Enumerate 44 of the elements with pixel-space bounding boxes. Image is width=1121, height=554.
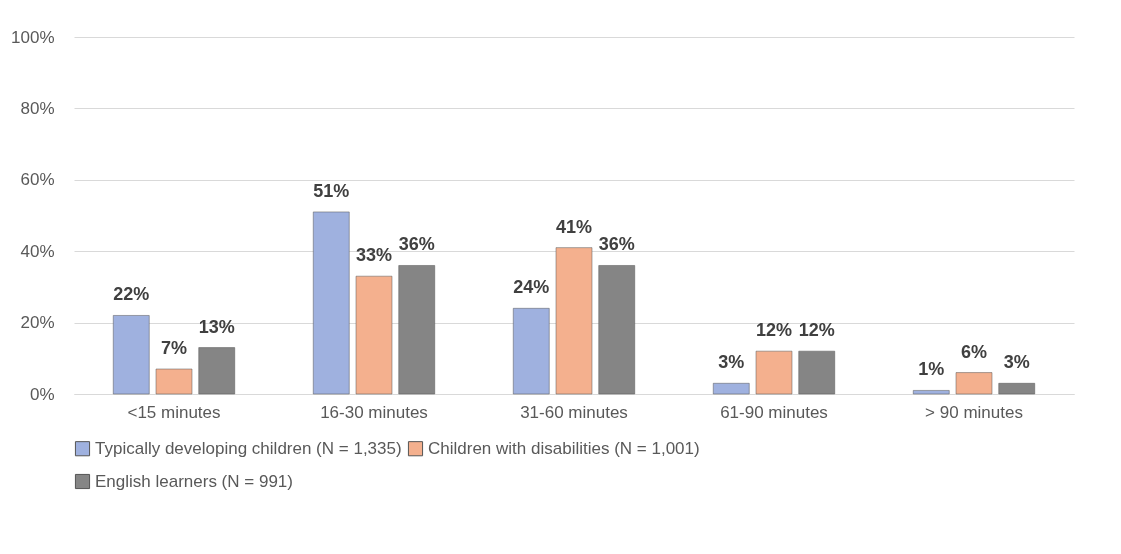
bar xyxy=(998,383,1035,395)
data-label: 51% xyxy=(313,180,350,201)
bar xyxy=(355,275,393,395)
bar xyxy=(713,383,750,395)
bar xyxy=(198,347,235,395)
y-tick-label: 20% xyxy=(20,313,55,333)
data-label: 12% xyxy=(798,320,835,341)
bar xyxy=(155,368,193,395)
y-tick-label: 80% xyxy=(20,98,55,118)
data-label: 3% xyxy=(718,352,745,373)
x-tick-label: > 90 minutes xyxy=(925,402,1023,422)
y-tick-label: 60% xyxy=(20,170,55,190)
data-label: 3% xyxy=(1003,352,1030,373)
x-tick-label: 61-90 minutes xyxy=(720,402,828,422)
legend-label: English learners (N = 991) xyxy=(95,471,293,491)
x-tick-label: <15 minutes xyxy=(127,402,221,422)
data-label: 6% xyxy=(960,341,988,362)
data-label: 22% xyxy=(113,284,150,305)
legend-label: Children with disabilities (N = 1,001) xyxy=(428,438,700,458)
legend-label: Typically developing children (N = 1,335) xyxy=(95,438,402,458)
bar xyxy=(755,350,793,395)
data-label: 13% xyxy=(198,316,235,337)
bar xyxy=(513,308,550,395)
bar xyxy=(555,247,593,395)
y-tick-label: 40% xyxy=(20,241,55,261)
data-label: 7% xyxy=(160,338,188,359)
bar xyxy=(955,372,993,395)
x-tick-label: 16-30 minutes xyxy=(320,402,428,422)
bar xyxy=(598,265,635,395)
data-label: 24% xyxy=(513,277,550,298)
data-label: 36% xyxy=(598,234,635,255)
bar xyxy=(113,315,150,395)
bar xyxy=(913,390,950,395)
bar xyxy=(798,350,835,395)
data-label: 36% xyxy=(398,234,435,255)
data-label: 12% xyxy=(755,320,793,341)
bar xyxy=(313,211,350,395)
data-label: 41% xyxy=(555,216,593,237)
data-label: 33% xyxy=(355,245,393,266)
data-label: 1% xyxy=(918,359,945,380)
bar xyxy=(398,265,435,395)
x-tick-label: 31-60 minutes xyxy=(520,402,628,422)
y-tick-label: 0% xyxy=(29,384,55,404)
y-tick-label: 100% xyxy=(11,27,55,47)
